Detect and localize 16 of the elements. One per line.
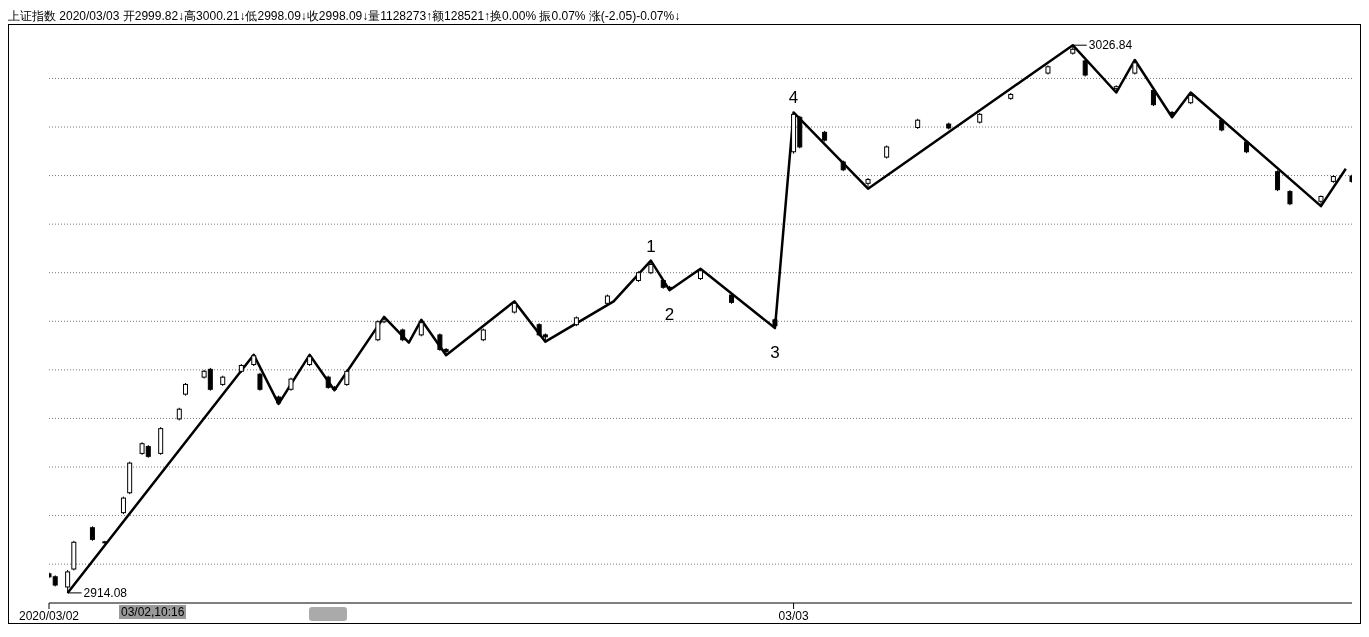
x-tick-label: 03/03 bbox=[778, 608, 809, 623]
value-callout: 3026.84 bbox=[1072, 38, 1133, 53]
annotation: 2914.08 bbox=[83, 585, 128, 600]
annotation: 4 bbox=[788, 88, 799, 108]
annotation: 1 bbox=[646, 236, 656, 256]
candlestick bbox=[865, 177, 871, 190]
text: 03/02,10:16 bbox=[119, 605, 187, 619]
candlestick bbox=[1318, 194, 1324, 207]
annotation: 2 bbox=[664, 305, 675, 325]
x-tick-label: 2020/03/02 bbox=[18, 608, 80, 623]
candlestick bbox=[1169, 110, 1175, 118]
value-callout: 2914.08 bbox=[67, 585, 127, 600]
annotation: 3 bbox=[770, 343, 780, 363]
candlestick bbox=[1275, 169, 1281, 192]
chart-title: 上证指数 2020/03/03 开2999.82↓高3000.21↓低2998.09↓收2998.09↓量1128273↑额128521↑换0.00% 振0.07% 涨(-2.05)-0.07%↓ bbox=[8, 8, 682, 24]
annotation: 3026.84 bbox=[1088, 38, 1133, 53]
